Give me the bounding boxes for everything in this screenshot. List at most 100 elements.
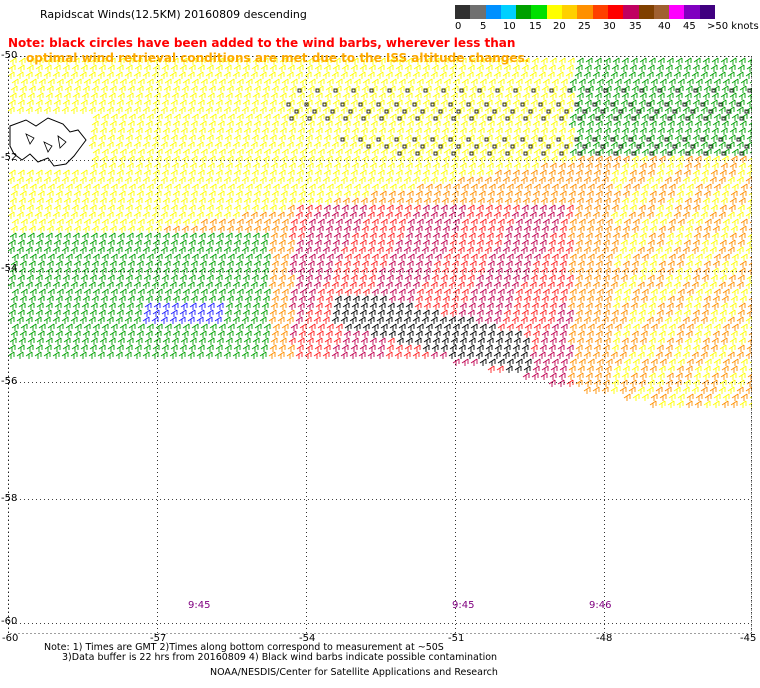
wind-barb [71, 72, 77, 79]
wind-barb [442, 303, 448, 310]
wind-barb [494, 212, 500, 219]
wind-barb [147, 184, 153, 191]
wind-barb [315, 170, 321, 177]
wind-barb [324, 275, 330, 282]
wind-barb [722, 331, 728, 338]
wind-barb [387, 100, 393, 107]
wind-barb [398, 156, 404, 163]
wind-barb [371, 191, 377, 198]
wind-barb [506, 366, 512, 373]
wind-barb [233, 212, 239, 219]
wind-barb [56, 331, 62, 338]
wind-barb [288, 310, 294, 317]
wind-barb [612, 240, 618, 247]
wind-barb [102, 324, 108, 331]
wind-barb [701, 387, 707, 394]
wind-barb [567, 310, 573, 317]
wind-barb [354, 219, 360, 226]
wind-barb [116, 247, 122, 254]
wind-barb [263, 121, 269, 128]
wind-barb [415, 163, 421, 170]
wind-barb [404, 212, 410, 219]
wind-barb [642, 114, 648, 121]
wind-barb [326, 191, 332, 198]
wind-barb [585, 380, 591, 387]
wind-barb [270, 240, 276, 247]
wind-barb [351, 240, 357, 247]
wind-barb [162, 240, 168, 247]
wind-barb [12, 324, 18, 331]
wind-barb [36, 310, 42, 317]
wind-barb [422, 317, 428, 324]
wind-barb [154, 338, 160, 345]
wind-barb [477, 240, 483, 247]
wind-barb [291, 149, 297, 156]
wind-barb [588, 184, 594, 191]
wind-barb [731, 261, 737, 268]
wind-barb [388, 93, 394, 100]
wind-barb [235, 93, 241, 100]
wind-barb [602, 177, 608, 184]
wind-barb [479, 191, 485, 198]
wind-barb [188, 282, 194, 289]
wind-barb [332, 212, 338, 219]
wind-barb [369, 65, 375, 72]
wind-barb [207, 240, 213, 247]
wind-barb [318, 219, 324, 226]
wind-barb [263, 331, 269, 338]
wind-barb [190, 128, 196, 135]
wind-barb [334, 198, 340, 205]
wind-barb [422, 72, 428, 79]
wind-barb [378, 205, 384, 212]
wind-barb [207, 65, 213, 72]
wind-barb [711, 170, 717, 177]
wind-barb [444, 114, 450, 121]
wind-barb [640, 303, 646, 310]
wind-barb [597, 289, 603, 296]
wind-barb [116, 282, 122, 289]
wind-barb [19, 233, 25, 240]
wind-barb [656, 177, 662, 184]
wind-barb [647, 72, 653, 79]
wind-barb [696, 289, 702, 296]
wind-barb [171, 310, 177, 317]
wind-barb [192, 254, 198, 261]
wind-barb [701, 212, 707, 219]
wind-barb [425, 331, 431, 338]
wind-barb [504, 240, 510, 247]
wind-barb [593, 352, 599, 359]
wind-barb [216, 275, 222, 282]
wind-barb [415, 93, 421, 100]
wind-barb [477, 275, 483, 282]
wind-barb [467, 247, 473, 254]
wind-barb [561, 324, 567, 331]
wind-barb [327, 184, 333, 191]
wind-barb [209, 261, 215, 268]
wind-barb [342, 345, 348, 352]
wind-barb [399, 254, 405, 261]
wind-barb [73, 338, 79, 345]
wind-barb [171, 170, 177, 177]
wind-barb [80, 282, 86, 289]
wind-barb [624, 184, 630, 191]
wind-barb [405, 100, 411, 107]
wind-barb [453, 184, 459, 191]
wind-barb [128, 331, 134, 338]
wind-barb [685, 198, 691, 205]
wind-barb [606, 289, 612, 296]
wind-barb [587, 331, 593, 338]
wind-barb [569, 296, 575, 303]
wind-barb [314, 72, 320, 79]
wind-barb [37, 233, 43, 240]
wind-barb [443, 226, 449, 233]
wind-barb [307, 163, 313, 170]
wind-barb [668, 261, 674, 268]
wind-barb [737, 72, 743, 79]
wind-barb [245, 261, 251, 268]
wind-barb [693, 275, 699, 282]
wind-barb [622, 93, 628, 100]
wind-barb [711, 100, 717, 107]
wind-barb [243, 275, 249, 282]
wind-barb [633, 289, 639, 296]
wind-barb [477, 100, 483, 107]
